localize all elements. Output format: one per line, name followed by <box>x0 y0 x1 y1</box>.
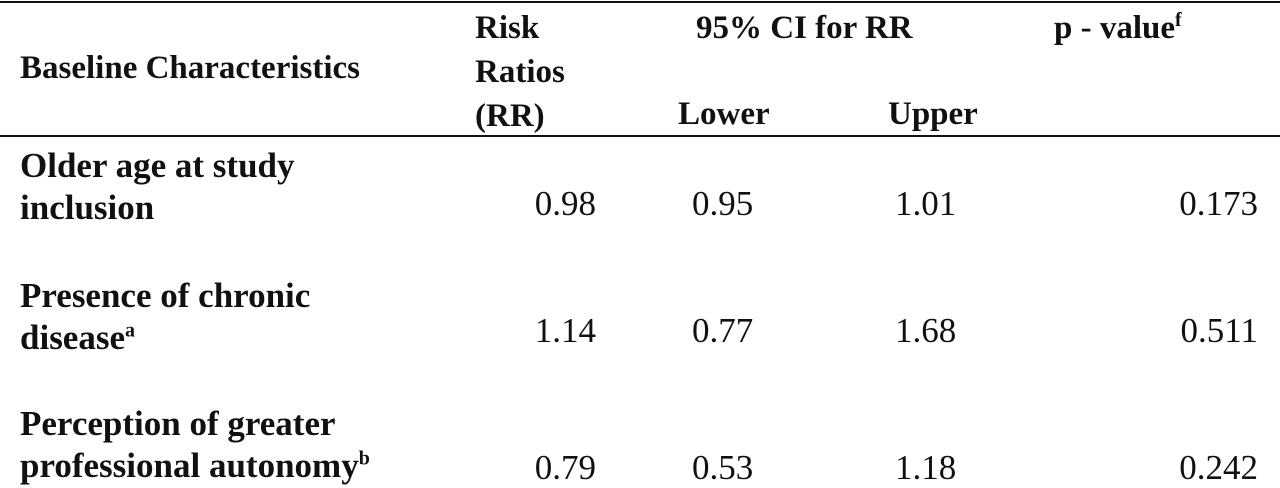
row2-upper: 1.68 <box>895 311 957 350</box>
header-rr-line1: Risk <box>475 10 540 46</box>
row3-upper: 1.18 <box>895 448 957 487</box>
row2-rr: 1.14 <box>534 311 596 350</box>
row3-p-value: 0.242 <box>1179 448 1258 487</box>
header-ci-upper: Upper <box>888 96 978 132</box>
row1-label-text: inclusion <box>20 188 155 227</box>
row2-label-text: disease <box>20 318 125 357</box>
row2-p-value: 0.511 <box>1180 311 1258 350</box>
row1-label-line1: Older age at study <box>20 146 295 185</box>
header-rr-line2: Ratios <box>475 54 565 90</box>
row3-label-text: professional autonomy <box>20 446 359 485</box>
header-p-value-sup: f <box>1175 9 1182 31</box>
row1-p-value: 0.173 <box>1179 184 1258 223</box>
header-bottom-rule <box>0 135 1280 137</box>
row1-upper: 1.01 <box>895 184 957 223</box>
row3-rr: 0.79 <box>534 448 596 487</box>
header-ci-lower: Lower <box>678 96 770 132</box>
header-p-value-text: p - value <box>1054 10 1176 46</box>
row2-label-line2: diseasea <box>20 320 135 355</box>
row3-label-line1: Perception of greater <box>20 404 336 443</box>
header-p-value: p - valuef <box>1054 9 1182 46</box>
row1-lower: 0.95 <box>692 184 754 223</box>
row3-label-sup: b <box>358 447 370 470</box>
row1-rr: 0.98 <box>534 184 596 223</box>
header-rr-line3: (RR) <box>475 98 545 134</box>
row3-lower: 0.53 <box>692 448 754 487</box>
row2-label-line1: Presence of chronic <box>20 276 311 315</box>
table-top-rule <box>0 1 1280 3</box>
row3-label-line2: professional autonomyb <box>20 448 370 483</box>
header-baseline-characteristics: Baseline Characteristics <box>20 50 361 86</box>
row2-lower: 0.77 <box>692 311 754 350</box>
row1-label-line2: inclusion <box>20 190 154 225</box>
row2-label-sup: a <box>125 319 135 342</box>
header-ci-group: 95% CI for RR <box>696 10 913 46</box>
